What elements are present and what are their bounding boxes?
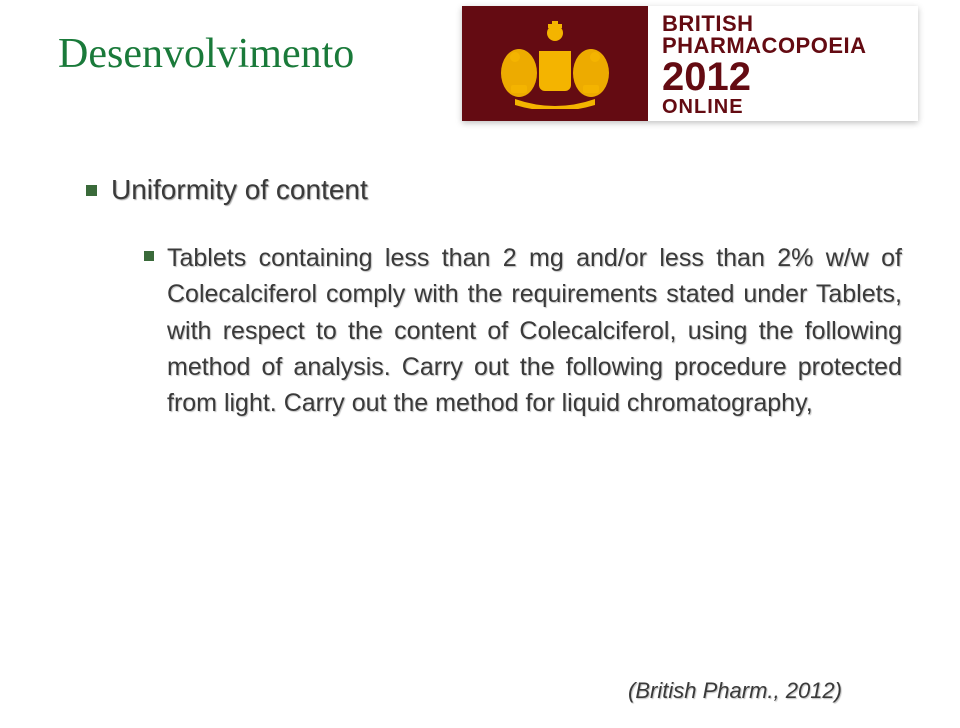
citation: (British Pharm., 2012) (628, 678, 842, 704)
body-bullet: Tablets containing less than 2 mg and/or… (144, 240, 902, 421)
banner-line1: BRITISH (662, 13, 906, 35)
banner-online: ONLINE (662, 97, 906, 117)
banner-crest-panel (462, 6, 648, 121)
banner-text-panel: BRITISH PHARMACOPOEIA 2012 ONLINE (648, 6, 918, 121)
body-block: Tablets containing less than 2 mg and/or… (86, 240, 902, 421)
bullet-1-text: Uniformity of content (111, 174, 368, 206)
royal-crest-icon (485, 19, 625, 109)
slide: Desenvolvimento (0, 0, 960, 728)
bullet-square-icon (86, 185, 97, 196)
content-area: Uniformity of content Tablets containing… (58, 174, 902, 421)
body-text: Tablets containing less than 2 mg and/or… (167, 240, 902, 421)
banner-year: 2012 (662, 59, 906, 95)
crest-svg (485, 19, 625, 109)
bullet-1: Uniformity of content (86, 174, 902, 206)
body-square-icon (144, 251, 154, 261)
banner-line2: PHARMACOPOEIA (662, 35, 906, 57)
bp-banner: BRITISH PHARMACOPOEIA 2012 ONLINE (462, 6, 918, 121)
